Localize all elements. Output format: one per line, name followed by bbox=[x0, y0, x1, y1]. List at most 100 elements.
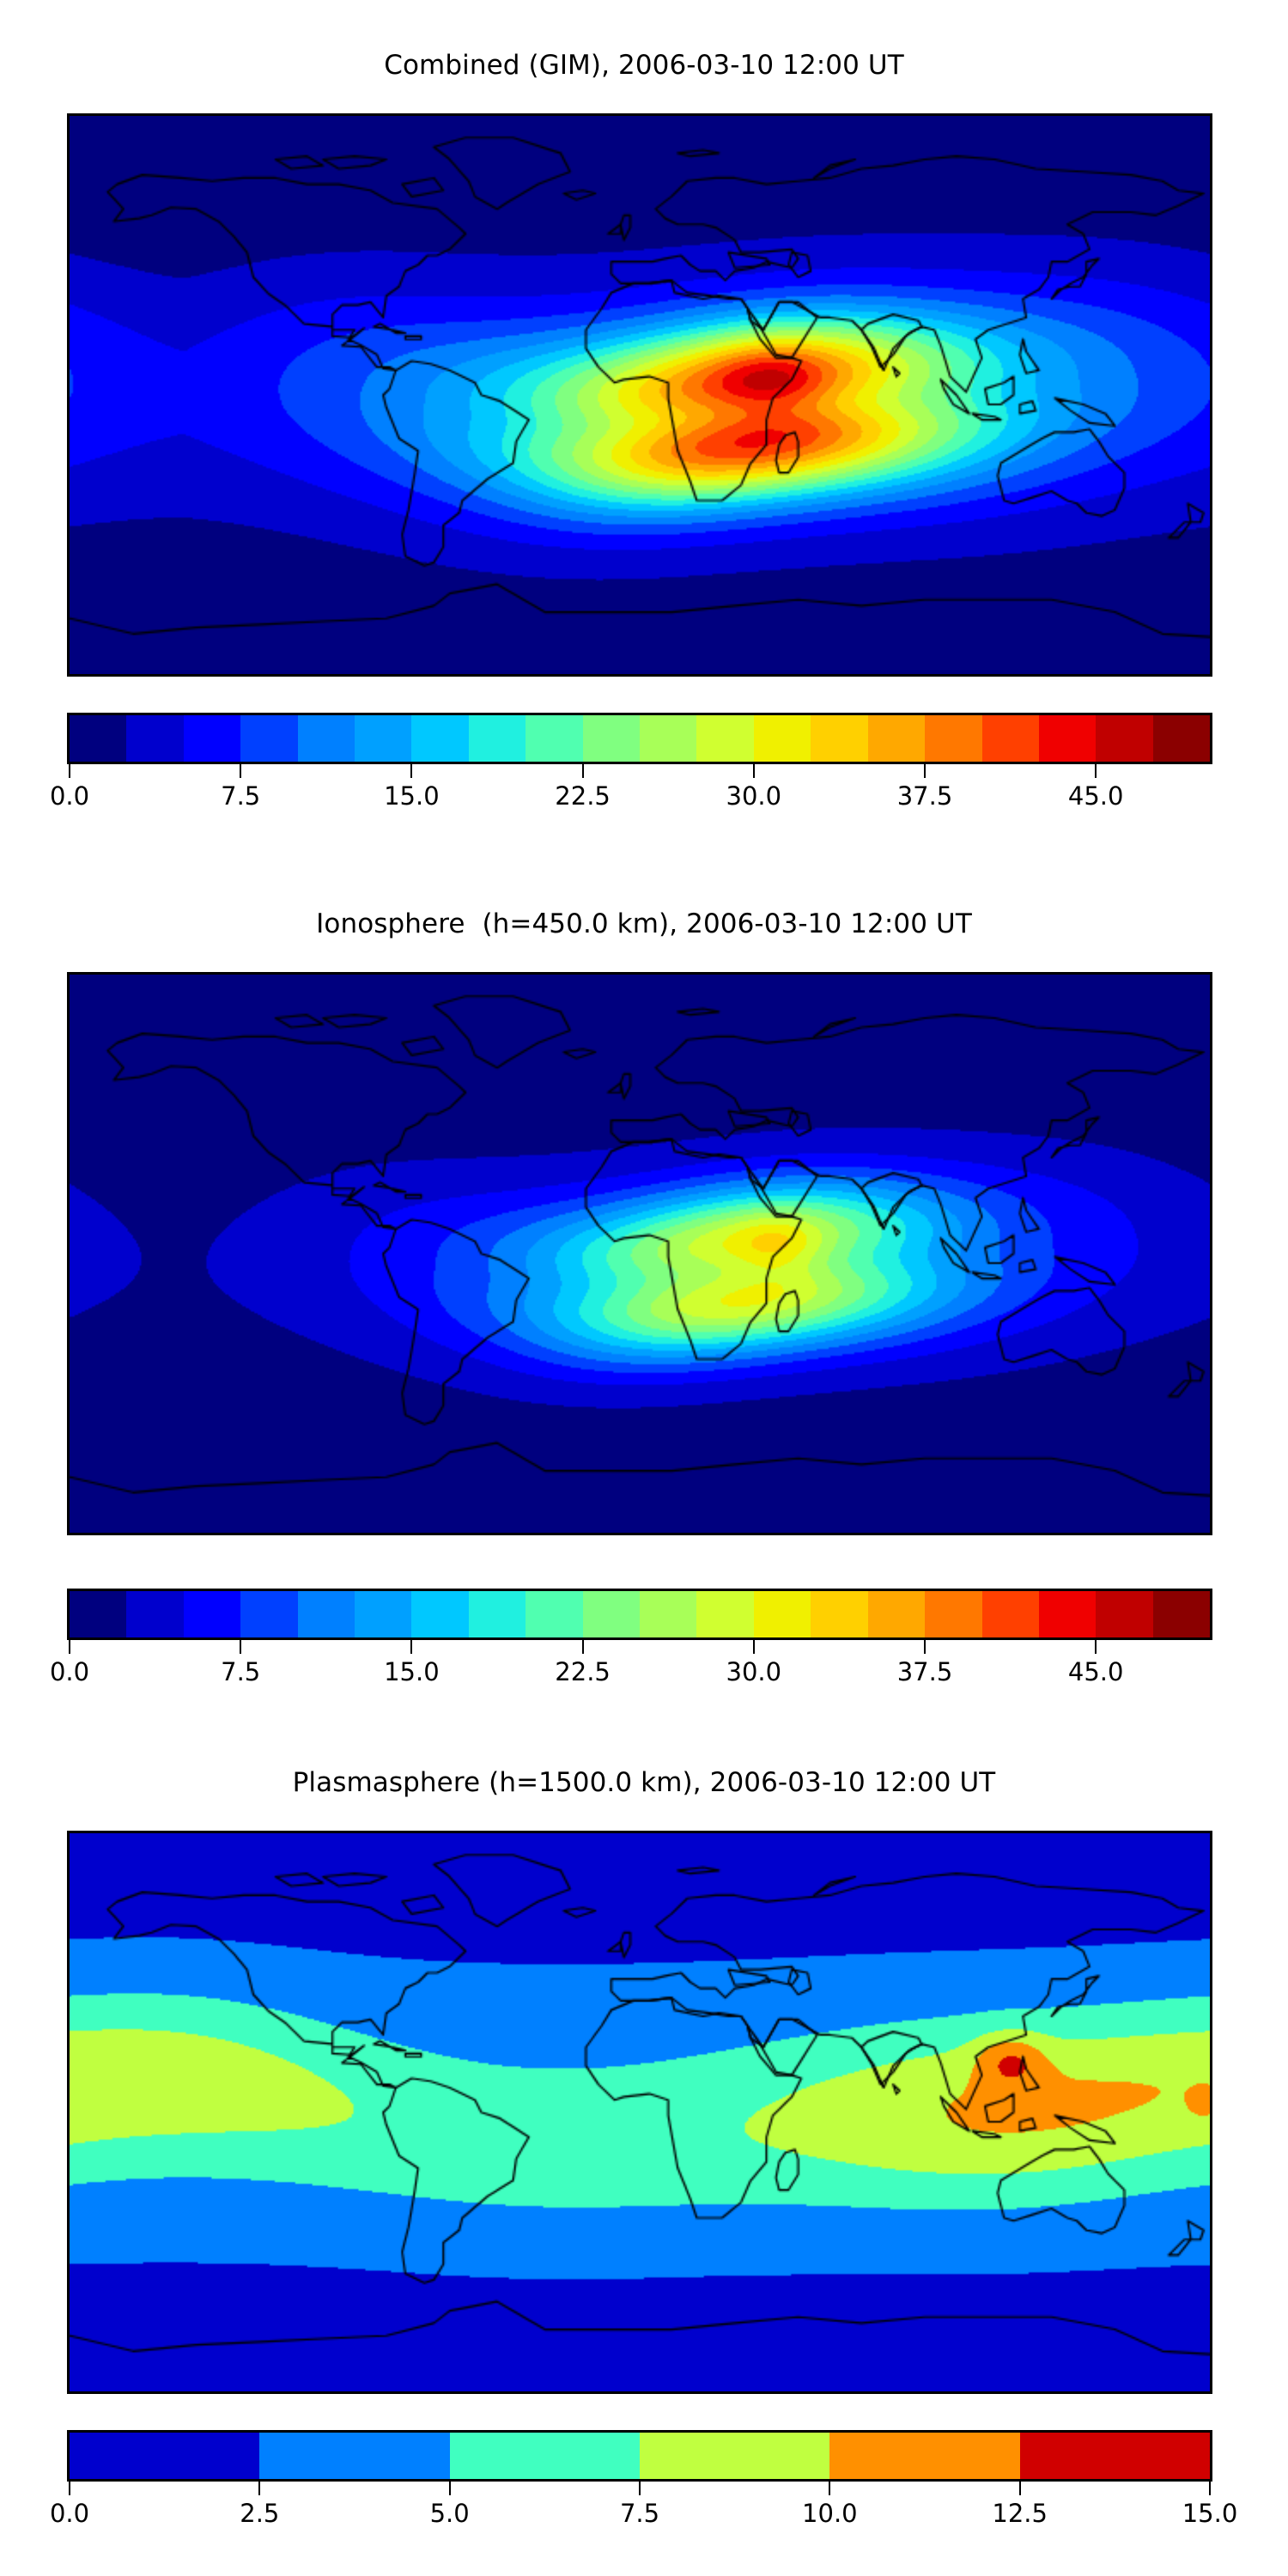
colorbar-swatch bbox=[582, 715, 641, 762]
colorbar-tick-mark bbox=[829, 2482, 831, 2495]
colorbar-tick-mark bbox=[448, 2482, 451, 2495]
colorbar-tick-mark bbox=[752, 1640, 755, 1654]
colorbar-ticks-ionosphere bbox=[67, 1640, 1212, 1656]
colorbar-tick-label: 12.5 bbox=[992, 2499, 1048, 2528]
panel-title-ionosphere: Ionosphere (h=450.0 km), 2006-03-10 12:0… bbox=[316, 908, 972, 939]
colorbar-swatch bbox=[1096, 1591, 1153, 1637]
colorbar-swatch bbox=[640, 1591, 697, 1637]
colorbar-swatch bbox=[1038, 715, 1097, 762]
colorbar-tick-label: 2.5 bbox=[240, 2499, 280, 2528]
colorbar-tick-label: 30.0 bbox=[726, 781, 782, 811]
colorbar-tick-label: 7.5 bbox=[221, 781, 261, 811]
colorbar-swatch bbox=[981, 1591, 1039, 1637]
colorbar-tick-mark bbox=[410, 764, 413, 778]
colorbar-tick-label: 37.5 bbox=[896, 1657, 953, 1686]
colorbar-tick-mark bbox=[240, 764, 242, 778]
colorbar-swatch bbox=[696, 1591, 754, 1637]
colorbar-swatch bbox=[696, 715, 754, 762]
colorbar-swatch bbox=[297, 1591, 355, 1637]
colorbar-tick-mark bbox=[924, 1640, 926, 1654]
colorbar-tick-mark bbox=[69, 764, 70, 778]
colorbar-tick-label: 7.5 bbox=[221, 1657, 261, 1686]
colorbar-labels-ionosphere: 0.0 7.5 15.0 22.5 30.0 37.5 45.0 bbox=[50, 1656, 1212, 1692]
colorbar-tick-mark bbox=[581, 764, 584, 778]
colorbar-swatch bbox=[811, 715, 868, 762]
colorbar-tick-mark bbox=[639, 2482, 641, 2495]
colorbar-tick-label: 0.0 bbox=[49, 781, 90, 811]
colorbar-tick-label: 45.0 bbox=[1067, 1657, 1124, 1686]
colorbar-swatch bbox=[867, 715, 926, 762]
colorbar-tick-mark bbox=[924, 764, 926, 778]
colorbar-swatch bbox=[1038, 1591, 1097, 1637]
colorbar-swatch bbox=[70, 2433, 260, 2479]
colorbar-labels-combined: 0.0 7.5 15.0 22.5 30.0 37.5 45.0 bbox=[50, 780, 1212, 816]
colorbar-swatch bbox=[526, 715, 583, 762]
colorbar-tick-label: 0.0 bbox=[49, 2499, 90, 2528]
colorbar-swatch bbox=[449, 2433, 640, 2479]
colorbar-swatch bbox=[1096, 715, 1153, 762]
colorbar-tick-label: 15.0 bbox=[384, 781, 440, 811]
colorbar-swatch bbox=[925, 715, 982, 762]
colorbar-swatch bbox=[925, 1591, 982, 1637]
colorbar-combined: 0.0 7.5 15.0 22.5 30.0 37.5 45.0 bbox=[50, 713, 1212, 816]
map-raster-combined bbox=[70, 116, 1210, 674]
colorbar-ticks-plasmasphere bbox=[67, 2482, 1212, 2497]
colorbar-swatch bbox=[639, 2433, 830, 2479]
colorbar-swatch bbox=[867, 1591, 926, 1637]
colorbar-tick-label: 0.0 bbox=[49, 1657, 90, 1686]
colorbar-tick-label: 37.5 bbox=[896, 781, 953, 811]
colorbar-tick-mark bbox=[1018, 2482, 1021, 2495]
colorbar-tick-label: 15.0 bbox=[1182, 2499, 1238, 2528]
colorbar-swatch bbox=[240, 715, 298, 762]
map-plot-ionosphere bbox=[67, 972, 1212, 1535]
colorbar-swatch bbox=[468, 715, 526, 762]
colorbar-tick-mark bbox=[1209, 2482, 1211, 2495]
colorbar-swatch bbox=[411, 715, 469, 762]
colorbar-swatch bbox=[411, 1591, 469, 1637]
colorbar-swatch bbox=[582, 1591, 641, 1637]
colorbar-tick-mark bbox=[258, 2482, 261, 2495]
colorbar-swatch bbox=[126, 715, 184, 762]
colorbar-plasmasphere: 0.0 2.5 5.0 7.5 10.0 12.5 15.0 bbox=[50, 2430, 1237, 2533]
colorbar-tick-label: 22.5 bbox=[555, 1657, 611, 1686]
colorbar-tick-mark bbox=[1095, 764, 1097, 778]
map-plot-plasmasphere bbox=[67, 1831, 1212, 2394]
map-raster-plasmasphere bbox=[70, 1833, 1210, 2391]
colorbar-tick-label: 22.5 bbox=[555, 781, 611, 811]
colorbar-gradient-ionosphere bbox=[67, 1589, 1212, 1640]
colorbar-swatch bbox=[240, 1591, 298, 1637]
colorbar-tick-label: 30.0 bbox=[726, 1657, 782, 1686]
colorbar-labels-plasmasphere: 0.0 2.5 5.0 7.5 10.0 12.5 15.0 bbox=[50, 2497, 1237, 2533]
colorbar-swatch bbox=[526, 1591, 583, 1637]
colorbar-swatch bbox=[468, 1591, 526, 1637]
colorbar-swatch bbox=[355, 715, 412, 762]
colorbar-swatch bbox=[811, 1591, 868, 1637]
colorbar-swatch bbox=[1152, 1591, 1211, 1637]
map-raster-ionosphere bbox=[70, 975, 1210, 1533]
colorbar-swatch bbox=[640, 715, 697, 762]
colorbar-tick-label: 7.5 bbox=[619, 2499, 660, 2528]
colorbar-gradient-combined bbox=[67, 713, 1212, 764]
colorbar-tick-mark bbox=[410, 1640, 413, 1654]
colorbar-tick-mark bbox=[69, 1640, 70, 1654]
colorbar-swatch bbox=[70, 715, 127, 762]
colorbar-swatch bbox=[753, 1591, 811, 1637]
map-plot-combined bbox=[67, 113, 1212, 677]
colorbar-swatch bbox=[981, 715, 1039, 762]
panel-title-plasmasphere: Plasmasphere (h=1500.0 km), 2006-03-10 1… bbox=[292, 1767, 996, 1798]
colorbar-tick-label: 5.0 bbox=[429, 2499, 470, 2528]
colorbar-swatch bbox=[183, 1591, 241, 1637]
colorbar-tick-mark bbox=[581, 1640, 584, 1654]
colorbar-swatch bbox=[126, 1591, 184, 1637]
colorbar-swatch bbox=[183, 715, 241, 762]
colorbar-swatch bbox=[753, 715, 811, 762]
colorbar-tick-label: 45.0 bbox=[1067, 781, 1124, 811]
colorbar-swatch bbox=[1019, 2433, 1210, 2479]
colorbar-gradient-plasmasphere bbox=[67, 2430, 1212, 2482]
colorbar-swatch bbox=[355, 1591, 412, 1637]
colorbar-ticks-combined bbox=[67, 764, 1212, 780]
colorbar-tick-mark bbox=[69, 2482, 70, 2495]
colorbar-swatch bbox=[829, 2433, 1020, 2479]
colorbar-tick-mark bbox=[752, 764, 755, 778]
